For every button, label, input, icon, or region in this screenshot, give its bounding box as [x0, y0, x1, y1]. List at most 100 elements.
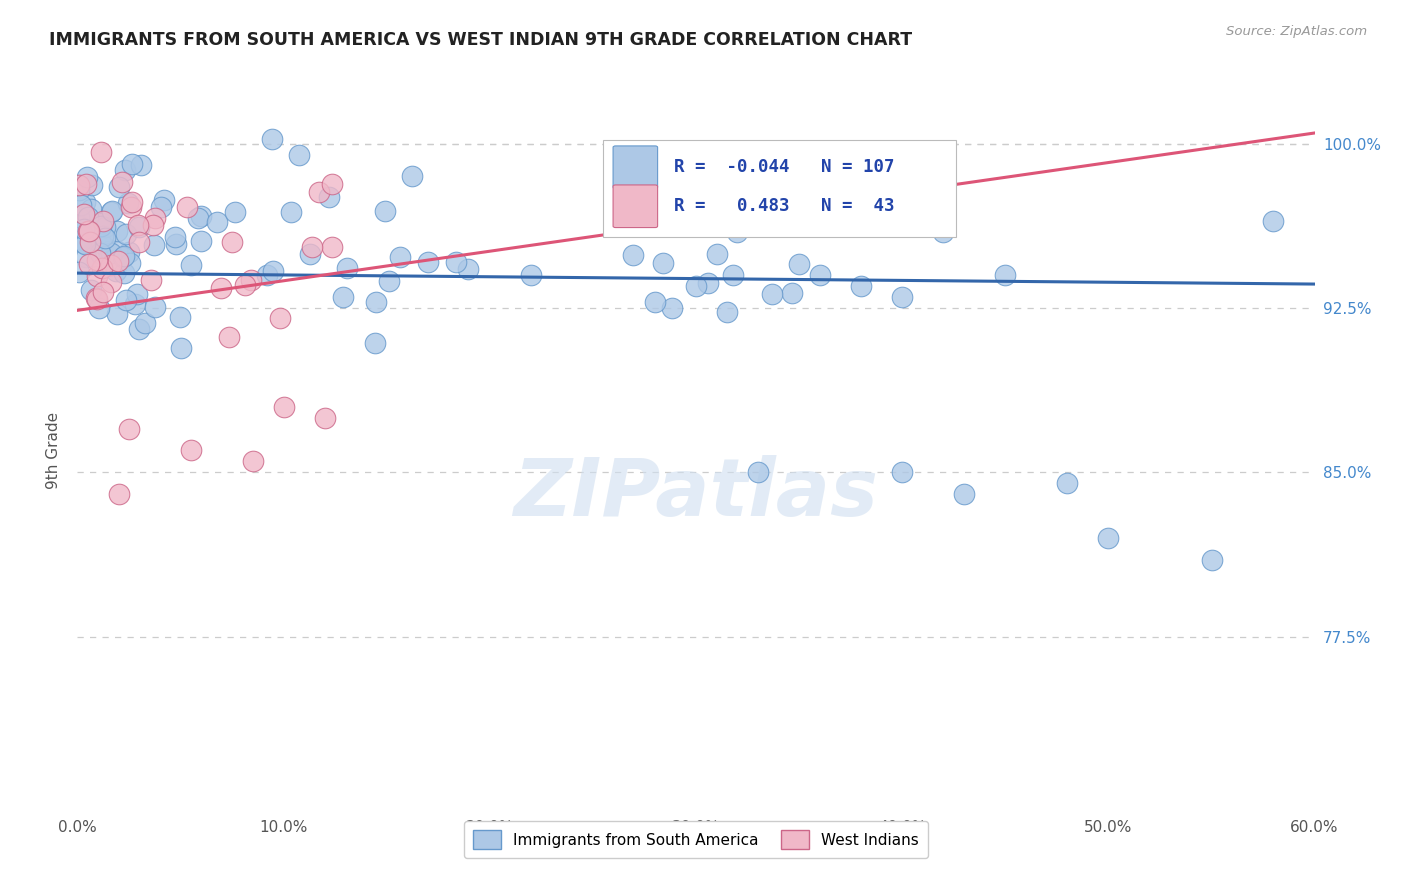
Point [651, 256, 673, 270]
Point [143, 300, 166, 314]
Point [273, 400, 295, 414]
Point [129, 158, 152, 172]
Point [389, 250, 412, 264]
Point [457, 261, 479, 276]
Point [105, 224, 128, 238]
Point [661, 301, 683, 315]
Point [117, 245, 139, 260]
Point [242, 454, 264, 468]
Point [143, 211, 166, 226]
Point [697, 276, 720, 290]
Point [891, 290, 914, 304]
Point [378, 275, 401, 289]
Point [112, 249, 135, 263]
Point [67, 219, 90, 234]
FancyBboxPatch shape [613, 146, 658, 188]
Point [218, 329, 240, 343]
Point [716, 304, 738, 318]
Point [761, 286, 783, 301]
Point [128, 220, 150, 235]
Point [150, 200, 173, 214]
Point [91, 285, 114, 299]
Point [240, 272, 263, 286]
Point [725, 225, 748, 239]
Point [134, 316, 156, 330]
FancyBboxPatch shape [603, 140, 956, 237]
Point [176, 201, 198, 215]
Point [75, 178, 97, 192]
Point [849, 279, 872, 293]
Point [418, 255, 440, 269]
Point [79, 257, 101, 271]
Point [118, 256, 141, 270]
Point [67, 183, 90, 197]
Point [787, 257, 810, 271]
Point [105, 307, 128, 321]
Point [205, 215, 228, 229]
Point [932, 225, 955, 239]
Point [70, 233, 93, 247]
Point [104, 264, 127, 278]
Point [93, 214, 115, 228]
Point [644, 294, 666, 309]
Point [100, 245, 122, 260]
Point [269, 311, 291, 326]
Point [86, 253, 108, 268]
Point [73, 222, 96, 236]
Point [288, 147, 311, 161]
Point [209, 281, 232, 295]
Point [97, 244, 120, 258]
Point [73, 207, 96, 221]
Point [190, 234, 212, 248]
Y-axis label: 9th Grade: 9th Grade [46, 412, 62, 489]
Point [80, 283, 103, 297]
Point [94, 219, 117, 234]
Point [280, 204, 302, 219]
Point [121, 194, 143, 209]
Point [321, 240, 343, 254]
Point [89, 245, 111, 260]
Point [73, 237, 96, 252]
Point [77, 210, 100, 224]
Point [73, 235, 96, 250]
Point [256, 268, 278, 283]
Point [100, 275, 122, 289]
Point [80, 178, 103, 192]
Point [90, 236, 112, 251]
Point [621, 248, 644, 262]
Point [262, 264, 284, 278]
Text: Source: ZipAtlas.com: Source: ZipAtlas.com [1226, 25, 1367, 38]
Point [520, 268, 543, 283]
Point [782, 285, 804, 300]
Point [118, 421, 141, 435]
Point [79, 202, 101, 217]
Point [139, 273, 162, 287]
Point [308, 186, 330, 200]
Point [86, 291, 108, 305]
Point [685, 279, 707, 293]
Point [224, 205, 246, 219]
Point [100, 205, 122, 219]
Point [94, 231, 117, 245]
Point [706, 246, 728, 260]
Point [165, 236, 187, 251]
Point [101, 204, 124, 219]
Point [401, 169, 423, 183]
Point [1201, 553, 1223, 567]
Point [67, 178, 90, 193]
Point [115, 227, 138, 241]
Point [321, 178, 343, 192]
Point [314, 410, 336, 425]
Point [112, 250, 135, 264]
Point [332, 290, 354, 304]
Text: ZIPatlas: ZIPatlas [513, 455, 879, 533]
Point [67, 210, 90, 224]
Point [91, 260, 114, 275]
Point [70, 198, 93, 212]
Point [336, 260, 359, 275]
Point [953, 487, 976, 501]
Point [169, 341, 191, 355]
Point [187, 211, 209, 225]
Point [994, 268, 1017, 283]
Point [90, 219, 112, 233]
